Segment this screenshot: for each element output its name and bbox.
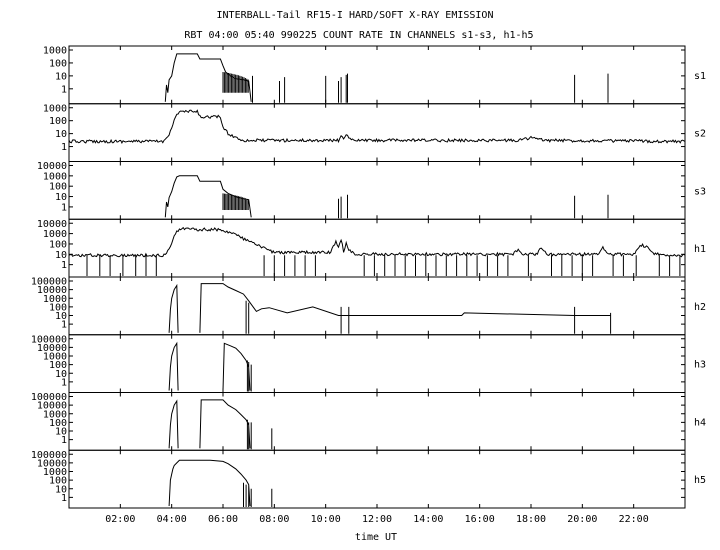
y-tick-label: 10 [55, 369, 67, 380]
x-axis: 02:00 04:00 06:00 08:00 10:00 12:00 14:00 16:00… [105, 514, 648, 525]
channel-label-s2: s2 [694, 129, 706, 140]
y-tick-label: 1000 [43, 229, 67, 240]
y-tick-label: 10 [55, 484, 67, 495]
x-tick-label: 16:00 [465, 514, 495, 525]
panel-frame-h2 [68, 276, 686, 336]
y-tick-label: 100 [49, 116, 67, 127]
y-tick-label: 1000 [43, 467, 67, 478]
y-tick-label: 10 [55, 250, 67, 261]
y-tick-label: 10 [55, 311, 67, 322]
chart-subtitle: RBT 04:00 05:40 990225 COUNT RATE IN CHA… [184, 30, 533, 41]
trace-s1 [164, 53, 609, 103]
y-tick-label: 1 [61, 260, 67, 271]
panel-stack: 1101001000s11101001000s2110100100010000s… [31, 45, 706, 509]
y-tick-label: 100 [49, 418, 67, 429]
panel-frame-s3 [68, 161, 686, 220]
y-tick-label: 100 [49, 302, 67, 313]
y-tick-label: 10 [55, 427, 67, 438]
y-tick-label: 1000 [43, 352, 67, 363]
channel-label-h4: h4 [694, 417, 706, 428]
x-tick-label: 08:00 [259, 514, 289, 525]
y-tick-label: 100 [49, 58, 67, 69]
y-tick-label: 1 [61, 84, 67, 95]
y-tick-label: 10 [55, 192, 67, 203]
channel-label-s1: s1 [694, 71, 706, 82]
panel-frame-h5 [68, 449, 686, 509]
channel-label-h1: h1 [694, 244, 706, 255]
y-tick-label: 1 [61, 377, 67, 388]
trace-h1 [68, 226, 686, 276]
y-tick-label: 10 [55, 71, 67, 82]
trace-h2 [168, 283, 612, 334]
y-tick-label: 100 [49, 182, 67, 193]
y-tick-label: 100000 [31, 392, 67, 403]
panel-frame-s2 [68, 103, 686, 162]
x-tick-label: 22:00 [619, 514, 649, 525]
x-axis-label: time UT [355, 532, 397, 543]
x-tick-label: 04:00 [157, 514, 187, 525]
panel-frame-s1 [68, 45, 686, 105]
y-tick-label: 10000 [37, 401, 67, 412]
trace-h3 [168, 341, 252, 392]
panel-frame-h3 [68, 334, 686, 393]
x-tick-label: 02:00 [105, 514, 135, 525]
trace-s2 [68, 109, 686, 144]
y-tick-label: 1000 [43, 294, 67, 305]
trace-h5 [168, 459, 273, 507]
y-tick-label: 1000 [43, 171, 67, 182]
y-tick-label: 1000 [43, 409, 67, 420]
x-tick-label: 20:00 [567, 514, 597, 525]
y-tick-label: 10000 [37, 219, 67, 230]
x-tick-label: 10:00 [311, 514, 341, 525]
trace-h4 [168, 399, 273, 450]
y-tick-label: 100 [49, 360, 67, 371]
x-tick-label: 06:00 [208, 514, 238, 525]
y-tick-label: 1 [61, 493, 67, 504]
y-tick-label: 100000 [31, 334, 67, 345]
y-tick-label: 100 [49, 476, 67, 487]
y-tick-label: 1000 [43, 103, 67, 114]
y-tick-label: 10 [55, 129, 67, 140]
y-tick-label: 100000 [31, 277, 67, 288]
y-tick-label: 1 [61, 142, 67, 153]
y-tick-label: 1 [61, 202, 67, 213]
channel-label-h3: h3 [694, 360, 706, 371]
y-tick-label: 100 [49, 239, 67, 250]
y-tick-label: 1 [61, 435, 67, 446]
panel-frame-h4 [68, 392, 686, 451]
y-tick-label: 1 [61, 320, 67, 331]
x-tick-label: 18:00 [516, 514, 546, 525]
channel-label-h5: h5 [694, 475, 706, 486]
channel-label-h2: h2 [694, 302, 706, 313]
channel-label-s3: s3 [694, 186, 706, 197]
y-tick-label: 10000 [37, 161, 67, 172]
y-tick-label: 10000 [37, 343, 67, 354]
y-tick-label: 10000 [37, 285, 67, 296]
y-tick-label: 10000 [37, 458, 67, 469]
chart-title: INTERBALL-Tail RF15-I HARD/SOFT X-RAY EM… [217, 10, 494, 21]
y-tick-label: 1000 [43, 46, 67, 57]
trace-s3 [164, 175, 609, 219]
x-tick-label: 14:00 [413, 514, 443, 525]
y-tick-label: 100000 [31, 450, 67, 461]
panel-s2: 1 10 100 1000 s2 [43, 103, 706, 162]
x-tick-label: 12:00 [362, 514, 392, 525]
